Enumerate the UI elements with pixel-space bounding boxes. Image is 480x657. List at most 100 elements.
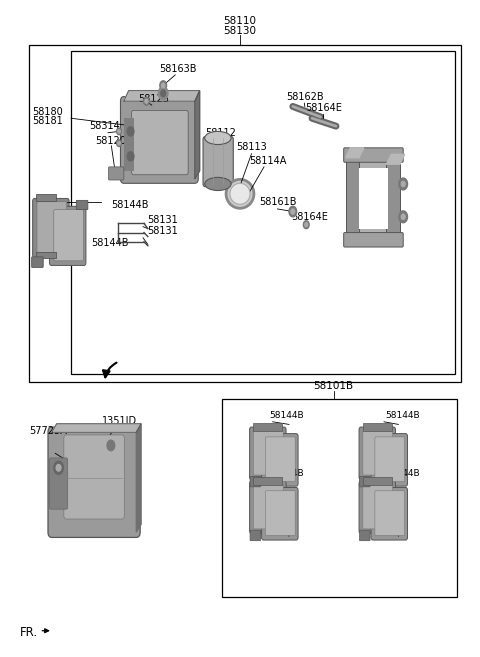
Polygon shape [52, 424, 141, 432]
Circle shape [127, 152, 134, 161]
FancyBboxPatch shape [360, 530, 370, 541]
Circle shape [158, 87, 168, 100]
Text: 58114A: 58114A [249, 156, 287, 166]
Text: 58120: 58120 [95, 136, 126, 146]
Text: 58162B: 58162B [286, 92, 324, 102]
FancyBboxPatch shape [48, 427, 140, 537]
Text: 58144B: 58144B [385, 469, 420, 478]
Circle shape [401, 214, 405, 219]
FancyBboxPatch shape [64, 435, 124, 519]
FancyBboxPatch shape [54, 210, 84, 261]
FancyBboxPatch shape [108, 167, 124, 180]
Text: 58161B: 58161B [260, 197, 297, 207]
Circle shape [401, 181, 405, 187]
FancyBboxPatch shape [371, 487, 408, 540]
FancyBboxPatch shape [253, 484, 283, 529]
Circle shape [160, 81, 167, 90]
Text: 58144B: 58144B [270, 469, 304, 478]
Polygon shape [124, 91, 200, 101]
FancyBboxPatch shape [346, 158, 359, 243]
Polygon shape [346, 148, 364, 158]
FancyBboxPatch shape [37, 202, 67, 253]
Text: 58181: 58181 [33, 116, 63, 126]
FancyBboxPatch shape [262, 487, 298, 540]
Circle shape [399, 178, 408, 190]
FancyBboxPatch shape [250, 427, 286, 480]
FancyBboxPatch shape [375, 437, 405, 482]
Text: 58164E: 58164E [291, 212, 328, 222]
FancyBboxPatch shape [363, 477, 392, 485]
FancyBboxPatch shape [132, 110, 188, 175]
Circle shape [56, 464, 61, 471]
FancyBboxPatch shape [359, 427, 396, 480]
FancyBboxPatch shape [250, 481, 286, 533]
Circle shape [161, 83, 165, 87]
Text: 58144B: 58144B [270, 411, 304, 420]
FancyBboxPatch shape [371, 434, 408, 486]
Circle shape [127, 127, 134, 136]
Text: 58101B: 58101B [313, 381, 354, 391]
Circle shape [107, 440, 115, 451]
Circle shape [145, 99, 148, 103]
Circle shape [303, 221, 309, 229]
Text: 58180: 58180 [33, 107, 63, 117]
FancyBboxPatch shape [49, 206, 86, 265]
FancyBboxPatch shape [363, 430, 393, 475]
Ellipse shape [205, 177, 231, 191]
FancyBboxPatch shape [250, 476, 261, 487]
Circle shape [118, 142, 120, 145]
FancyBboxPatch shape [344, 148, 403, 162]
FancyBboxPatch shape [36, 252, 56, 258]
FancyBboxPatch shape [250, 530, 261, 541]
Text: 58112: 58112 [205, 128, 236, 138]
Text: 58130: 58130 [224, 26, 256, 36]
Circle shape [54, 461, 63, 474]
Text: 58144B: 58144B [111, 200, 148, 210]
FancyBboxPatch shape [253, 477, 282, 485]
Text: 1351JD: 1351JD [102, 416, 138, 426]
FancyBboxPatch shape [120, 97, 198, 183]
Text: 58144B: 58144B [91, 238, 128, 248]
Polygon shape [386, 154, 405, 164]
Text: 58110: 58110 [224, 16, 256, 26]
Circle shape [117, 128, 121, 135]
Ellipse shape [230, 183, 250, 204]
Circle shape [144, 97, 149, 105]
Text: 58314: 58314 [89, 122, 120, 131]
FancyBboxPatch shape [265, 491, 295, 535]
Polygon shape [136, 424, 141, 532]
Text: 58131: 58131 [147, 226, 178, 236]
Circle shape [161, 90, 166, 97]
Text: FR.: FR. [20, 625, 38, 639]
FancyBboxPatch shape [344, 233, 403, 247]
Text: 58125: 58125 [138, 94, 169, 104]
FancyBboxPatch shape [32, 257, 43, 267]
FancyBboxPatch shape [265, 437, 295, 482]
FancyBboxPatch shape [359, 168, 388, 229]
FancyBboxPatch shape [262, 434, 298, 486]
FancyBboxPatch shape [375, 491, 405, 535]
FancyBboxPatch shape [359, 481, 396, 533]
FancyBboxPatch shape [36, 194, 56, 201]
FancyBboxPatch shape [363, 484, 393, 529]
Polygon shape [195, 91, 200, 179]
Text: 57725A: 57725A [29, 426, 67, 436]
FancyBboxPatch shape [386, 164, 400, 237]
FancyBboxPatch shape [360, 476, 370, 487]
Ellipse shape [226, 179, 254, 208]
FancyBboxPatch shape [350, 159, 389, 238]
Circle shape [399, 211, 408, 223]
FancyBboxPatch shape [363, 423, 392, 431]
Circle shape [117, 140, 121, 147]
FancyBboxPatch shape [49, 458, 68, 509]
Circle shape [291, 209, 295, 214]
Text: 58131: 58131 [147, 215, 178, 225]
Text: 58163B: 58163B [159, 64, 196, 74]
FancyBboxPatch shape [253, 423, 282, 431]
Circle shape [305, 223, 308, 227]
FancyBboxPatch shape [33, 198, 69, 258]
Text: 58113: 58113 [237, 143, 267, 152]
Text: 58164E: 58164E [306, 103, 342, 113]
FancyBboxPatch shape [203, 137, 233, 187]
Ellipse shape [205, 131, 231, 145]
